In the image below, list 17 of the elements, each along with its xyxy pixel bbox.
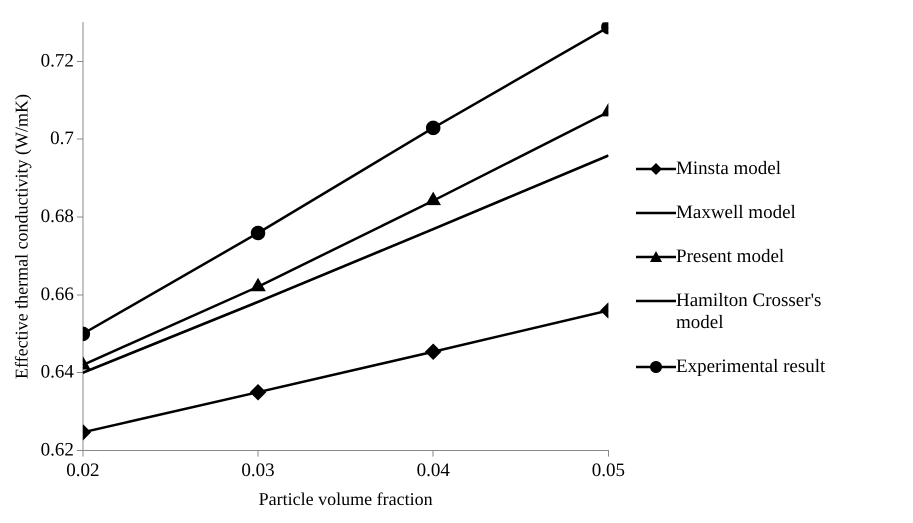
y-tick-label: 0.7 bbox=[50, 128, 74, 150]
legend-label: Present model bbox=[676, 246, 786, 268]
y-tick-label: 0.62 bbox=[40, 440, 74, 461]
y-tick-label: 0.66 bbox=[40, 284, 74, 305]
y-tick-label: 0.68 bbox=[40, 206, 74, 228]
x-tick-label: 0.03 bbox=[241, 460, 275, 481]
legend-label: Minsta model bbox=[676, 158, 782, 180]
legend-label: Experimental result bbox=[676, 356, 826, 378]
y-tick-label: 0.64 bbox=[40, 362, 74, 383]
x-tick-label: 0.02 bbox=[66, 460, 100, 481]
x-axis-title: Particle volume fraction bbox=[258, 488, 433, 509]
x-tick-label: 0.04 bbox=[416, 460, 450, 481]
legend-label: Hamilton Crosser's model bbox=[676, 290, 822, 334]
y-axis-title: Effective thermal conductivity (W/mK) bbox=[12, 94, 32, 380]
x-tick-label: 0.05 bbox=[592, 460, 625, 481]
y-tick-label: 0.72 bbox=[40, 50, 74, 72]
legend-label: Maxwell model bbox=[676, 202, 797, 224]
